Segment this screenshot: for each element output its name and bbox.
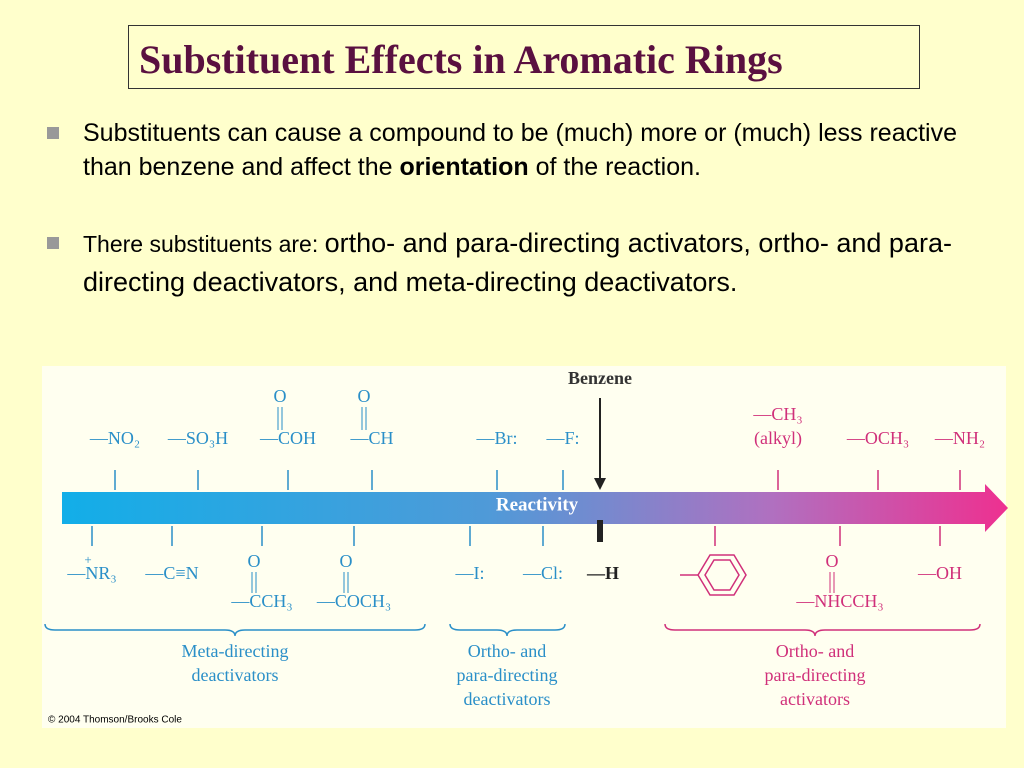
copyright: © 2004 Thomson/Brooks Cole [48,715,182,726]
carbonyl-oxygen: O [826,551,839,571]
figure-background [42,366,1006,728]
bullet-marker [47,237,59,249]
group-label: para-directing [765,665,866,685]
substituent: —CH [349,428,393,448]
substituent: —C≡N [144,563,198,583]
substituent: —NHCCH₃ [795,591,883,611]
bullet: Substituents can cause a compound to be … [47,116,1003,184]
group-label: Ortho- and [776,641,854,661]
carbonyl-oxygen: O [274,386,287,406]
phenyl [680,554,747,596]
reactivity-arrow [62,484,1008,532]
benzene-pointer-head [594,478,606,490]
benzene-mark [597,520,603,542]
substituent: —Cl: [522,563,563,583]
bullet-text: There substituents are: [83,231,325,257]
substituent: —CCH₃ [230,591,292,611]
bullet-text: of the reaction. [528,153,701,181]
title-box: Substituent Effects in Aromatic Rings [128,25,920,89]
substituent: —Br: [475,428,517,448]
bullet: There substituents are: ortho- and para-… [47,224,1003,302]
benzene-label: Benzene [568,368,632,388]
title: Substituent Effects in Aromatic Rings [139,37,783,82]
axis-label: Reactivity [496,494,579,515]
bullet-emphasis: orientation [399,153,529,181]
substituent: —COH [259,428,316,448]
substituent: —OCH₃ [846,428,909,448]
substituent: —CH₃ [752,404,802,424]
substituent: —OH [917,563,962,583]
bullet-text: Substituents can cause a compound to be … [83,119,958,181]
bullet-marker [47,127,59,139]
group-label: Ortho- and [468,641,546,661]
bullet-text: ortho- and para-directing activators, or… [83,228,952,297]
carbonyl-oxygen: O [248,551,261,571]
substituent: —F: [545,428,579,448]
group-label: deactivators [192,665,279,685]
substituent: —I: [455,563,485,583]
group-label: Meta-directing [182,641,289,661]
substituent: —NH₂ [934,428,985,448]
carbonyl-oxygen: O [358,386,371,406]
carbonyl-oxygen: O [340,551,353,571]
group-label: para-directing [457,665,558,685]
hydrogen-label: —H [586,563,619,583]
substituent: —SO₃H [167,428,228,448]
substituent: —NR₃ [66,563,116,583]
brackets [44,623,981,637]
group-label: deactivators [464,689,551,709]
substituent: —NO₂ [89,428,140,448]
charge: + [84,552,91,567]
group-label: activators [780,689,850,709]
substituent: —COCH₃ [316,591,391,611]
substituent-note: (alkyl) [754,428,802,449]
